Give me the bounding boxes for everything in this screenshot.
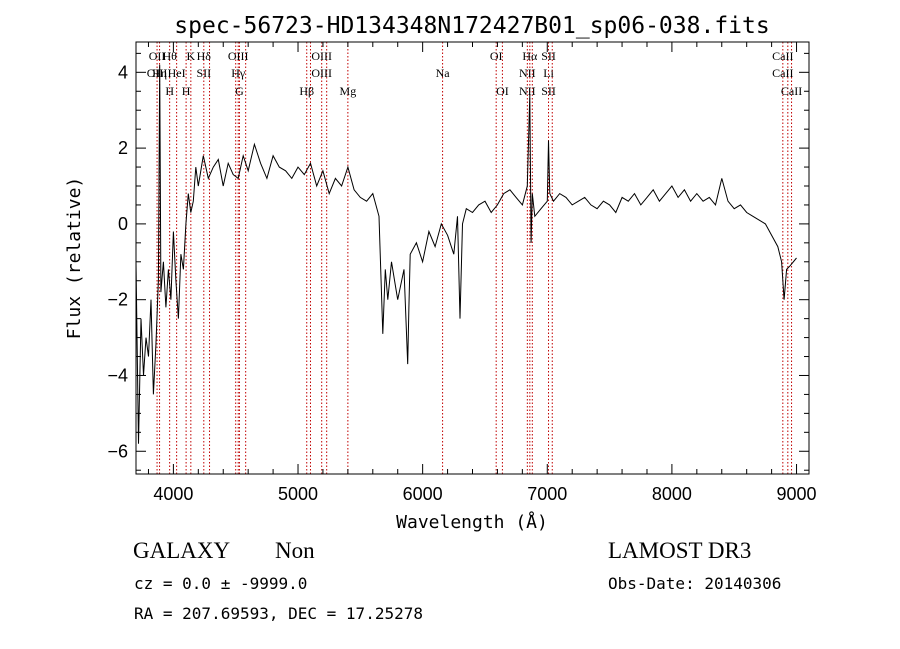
y-tick-label: 0: [118, 214, 128, 234]
emission-line-markers: [156, 42, 793, 474]
line-label: Hγ: [231, 66, 246, 80]
x-tick-label: 6000: [403, 484, 443, 504]
y-axis: −6 −4 −2 0 2 4: [107, 52, 809, 471]
line-label: SII: [196, 66, 211, 80]
line-label: Mg: [340, 84, 357, 98]
line-label: OIII: [311, 66, 332, 80]
y-tick-label: −2: [107, 290, 128, 310]
object-class: GALAXY: [133, 538, 230, 563]
y-tick-label: −6: [107, 441, 128, 461]
line-label: SII: [541, 84, 556, 98]
object-subclass: Non: [275, 538, 315, 563]
y-tick-label: 4: [118, 62, 128, 82]
survey-name: LAMOST DR3: [608, 538, 751, 563]
redshift-info: cz = 0.0 ± -9999.0: [134, 574, 307, 593]
line-label: Li: [543, 66, 554, 80]
line-label: HeI: [168, 66, 186, 80]
x-tick-label: 5000: [278, 484, 318, 504]
chart-title: spec-56723-HD134348N172427B01_sp06-038.f…: [174, 13, 769, 39]
x-tick-label: 8000: [652, 484, 692, 504]
y-axis-label: Flux (relative): [64, 177, 85, 340]
line-label: Hδ: [197, 49, 212, 63]
line-label: Hα: [522, 49, 538, 63]
line-label: OII: [149, 49, 166, 63]
line-label: OIII: [228, 49, 249, 63]
coordinates: RA = 207.69593, DEC = 17.25278: [134, 604, 423, 623]
line-label: OIII: [147, 66, 168, 80]
x-tick-label: 4000: [153, 484, 193, 504]
line-label: H: [165, 84, 174, 98]
line-label: H: [182, 84, 191, 98]
x-tick-label: 9000: [777, 484, 817, 504]
y-tick-label: −4: [107, 365, 128, 385]
obs-date: Obs-Date: 20140306: [608, 574, 781, 593]
x-axis: 4000 5000 6000 7000 8000 9000: [147, 42, 817, 504]
line-label: Hβ: [299, 84, 314, 98]
line-label: NII: [519, 84, 536, 98]
plot-frame: [135, 41, 810, 475]
line-label: Hθ: [162, 49, 177, 63]
line-label: CaII: [772, 66, 793, 80]
line-label: OI: [490, 49, 503, 63]
line-label: G: [235, 84, 244, 98]
line-label: OIII: [311, 49, 332, 63]
spectrum-series-line: [135, 64, 797, 444]
line-label: SII: [541, 49, 556, 63]
line-label: Na: [436, 66, 451, 80]
line-label: CaII: [781, 84, 802, 98]
line-label: CaII: [772, 49, 793, 63]
line-label: NII: [519, 66, 536, 80]
line-label: OI: [496, 84, 509, 98]
x-tick-label: 7000: [527, 484, 567, 504]
x-axis-label: Wavelength (Å): [396, 511, 548, 533]
y-tick-label: 2: [118, 138, 128, 158]
line-label: K: [187, 49, 196, 63]
